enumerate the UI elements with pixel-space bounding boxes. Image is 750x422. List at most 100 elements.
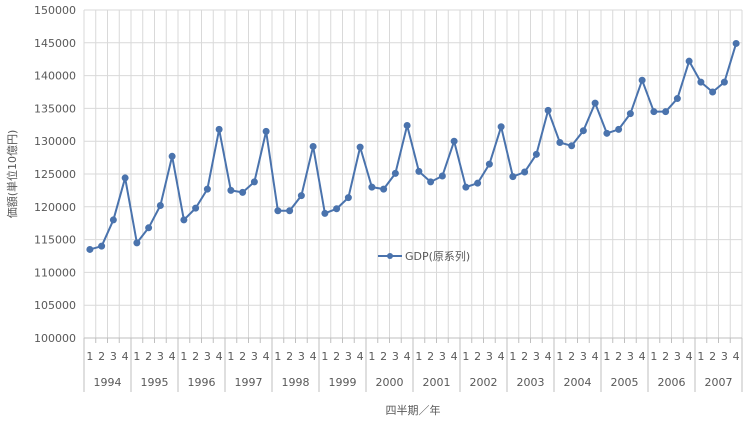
quarter-label: 4 [639, 350, 646, 363]
quarter-label: 3 [345, 350, 352, 363]
quarter-label: 4 [122, 350, 129, 363]
y-tick-label: 115000 [34, 234, 76, 247]
quarter-label: 3 [251, 350, 258, 363]
data-point [180, 216, 188, 224]
quarter-label: 4 [169, 350, 176, 363]
data-point [368, 183, 376, 191]
data-point [638, 76, 646, 84]
quarter-label: 4 [404, 350, 411, 363]
quarter-label: 4 [498, 350, 505, 363]
data-point [497, 123, 505, 131]
year-label: 2004 [564, 376, 592, 389]
year-label: 2007 [705, 376, 733, 389]
data-point [274, 207, 282, 215]
quarter-label: 2 [286, 350, 293, 363]
quarter-label: 3 [204, 350, 211, 363]
data-point [262, 127, 270, 135]
quarter-label: 1 [697, 350, 704, 363]
y-tick-label: 135000 [34, 102, 76, 115]
quarter-label: 3 [627, 350, 634, 363]
grid-lines [83, 9, 743, 339]
y-axis-title: 価額(単位10億円) [5, 130, 19, 219]
series-layer [86, 39, 740, 253]
y-tick-label: 130000 [34, 135, 76, 148]
quarter-label: 3 [298, 350, 305, 363]
year-label: 1995 [141, 376, 169, 389]
data-point [297, 192, 305, 200]
quarter-label: 1 [133, 350, 140, 363]
data-point [709, 88, 717, 96]
quarter-label: 3 [721, 350, 728, 363]
data-point [250, 178, 258, 186]
quarter-label: 3 [439, 350, 446, 363]
y-tick-label: 140000 [34, 70, 76, 83]
data-point [650, 108, 658, 116]
data-point [450, 137, 458, 145]
year-label: 2005 [611, 376, 639, 389]
data-point [356, 143, 364, 151]
data-point [615, 125, 623, 133]
data-point [286, 207, 294, 215]
y-tick-label: 145000 [34, 37, 76, 50]
quarter-label: 4 [733, 350, 740, 363]
quarter-label: 2 [709, 350, 716, 363]
quarter-label: 3 [392, 350, 399, 363]
data-point [521, 168, 529, 176]
data-point [203, 185, 211, 193]
data-point [462, 183, 470, 191]
year-label: 1996 [188, 376, 216, 389]
y-tick-label: 105000 [34, 299, 76, 312]
quarter-label: 2 [662, 350, 669, 363]
data-point [720, 78, 728, 86]
data-point [344, 194, 352, 202]
quarter-label: 1 [321, 350, 328, 363]
data-point [662, 108, 670, 116]
data-point [556, 139, 564, 147]
data-point [591, 99, 599, 107]
quarter-label: 2 [521, 350, 528, 363]
quarter-label: 2 [474, 350, 481, 363]
quarter-label: 1 [227, 350, 234, 363]
data-point [227, 186, 235, 194]
year-label: 2003 [517, 376, 545, 389]
data-point [568, 142, 576, 150]
data-point [98, 242, 106, 250]
year-label: 1997 [235, 376, 263, 389]
legend: GDP(原系列) [378, 249, 470, 263]
data-point [133, 239, 141, 247]
year-label: 2001 [423, 376, 451, 389]
legend-point-marker [387, 253, 393, 259]
year-label: 2000 [376, 376, 404, 389]
data-point [673, 95, 681, 103]
quarter-label: 1 [556, 350, 563, 363]
quarter-label: 1 [415, 350, 422, 363]
quarter-label: 2 [568, 350, 575, 363]
quarter-label: 4 [451, 350, 458, 363]
data-point [145, 224, 153, 232]
data-point [121, 174, 129, 182]
quarter-label: 2 [380, 350, 387, 363]
quarter-label: 2 [615, 350, 622, 363]
quarter-label: 1 [274, 350, 281, 363]
quarter-label: 3 [110, 350, 117, 363]
data-point [532, 150, 540, 158]
data-point [544, 106, 552, 114]
quarter-label: 1 [86, 350, 93, 363]
x-axis-title: 四半期／年 [386, 403, 441, 417]
data-point [380, 185, 388, 193]
quarter-label: 1 [650, 350, 657, 363]
quarter-label: 4 [592, 350, 599, 363]
year-label: 2006 [658, 376, 686, 389]
y-tick-label: 125000 [34, 168, 76, 181]
y-tick-label: 110000 [34, 266, 76, 279]
year-label: 1994 [94, 376, 122, 389]
quarter-label: 3 [486, 350, 493, 363]
quarter-label: 2 [192, 350, 199, 363]
quarter-label: 4 [310, 350, 317, 363]
quarter-label: 4 [357, 350, 364, 363]
y-tick-label: 120000 [34, 201, 76, 214]
data-point [509, 173, 517, 181]
legend-label: GDP(原系列) [405, 249, 470, 263]
